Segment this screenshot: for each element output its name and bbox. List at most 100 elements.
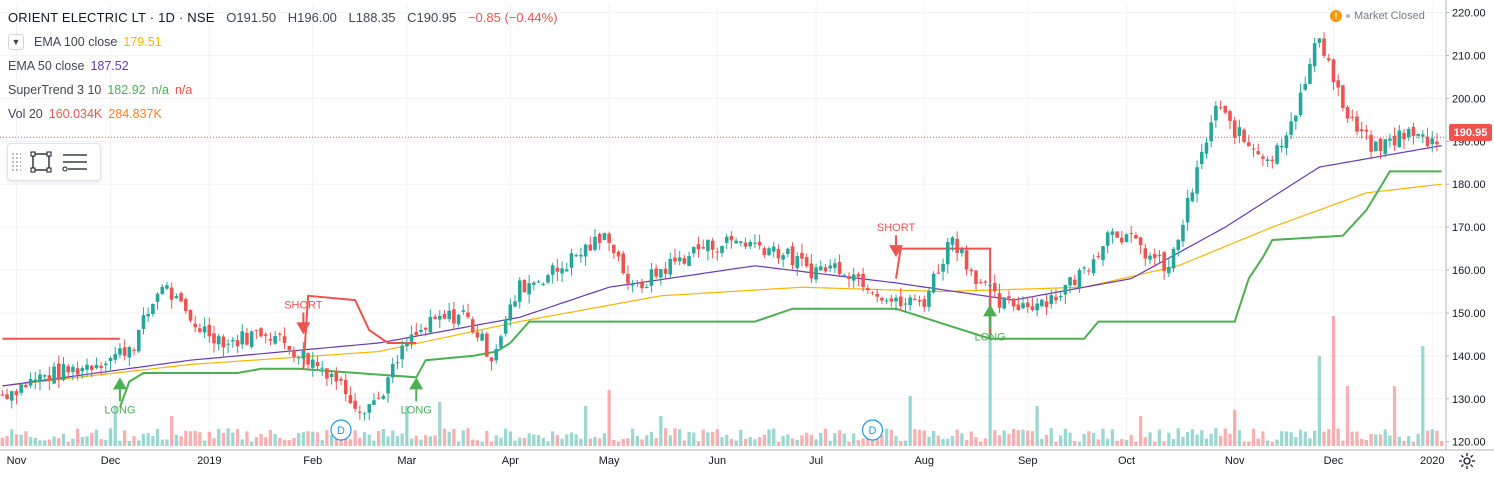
candle-body — [663, 268, 668, 274]
legend-ema50[interactable]: EMA 50 close 187.52 — [8, 54, 558, 78]
volume-bar — [988, 296, 992, 446]
volume-bar — [805, 432, 809, 446]
volume-bar — [593, 436, 597, 446]
volume-bar — [99, 438, 103, 446]
candle-body — [508, 304, 513, 321]
volume-bar — [527, 433, 531, 446]
y-tick-label: 140.00 — [1452, 351, 1486, 363]
drawing-toolbar[interactable] — [7, 143, 101, 181]
candle-body — [1120, 237, 1124, 243]
candle-body — [997, 293, 1002, 308]
supertrend-name: SuperTrend 3 10 — [8, 83, 102, 97]
candle-body — [701, 247, 705, 249]
up-arrow-icon — [409, 377, 424, 390]
volume-bar — [447, 431, 451, 446]
volume-bar — [1059, 435, 1063, 446]
y-tick-label: 160.00 — [1452, 265, 1486, 277]
volume-bar — [776, 441, 781, 446]
candle-body — [696, 244, 701, 250]
candle — [753, 234, 757, 248]
candle — [287, 345, 292, 355]
candle — [104, 361, 108, 374]
volume-bar — [884, 428, 889, 446]
candle-body — [254, 330, 259, 332]
volume-bar — [52, 436, 56, 446]
candle — [245, 328, 249, 346]
candle — [47, 366, 52, 391]
candle — [268, 332, 273, 346]
volume-bar — [90, 432, 94, 446]
drag-handle-icon[interactable] — [11, 152, 21, 172]
legend-volume[interactable]: Vol 20 160.034K 284.837K — [8, 102, 558, 126]
candle — [969, 267, 974, 277]
low-value: L188.35 — [348, 10, 396, 25]
marker-circle[interactable] — [861, 419, 884, 441]
candle-body — [395, 362, 400, 364]
candle-body — [381, 396, 386, 399]
candle-body — [169, 287, 174, 300]
candle-body — [1134, 235, 1138, 239]
candle-body — [329, 373, 334, 377]
legend-supertrend[interactable]: SuperTrend 3 10 182.92 n/a n/a — [8, 78, 558, 102]
candle-body — [1411, 126, 1416, 137]
ema50-layer — [2, 145, 1442, 387]
object-tree-icon[interactable] — [61, 148, 89, 176]
candle-body — [263, 334, 268, 336]
candle-body — [1167, 267, 1171, 274]
dividend-marker[interactable]: D — [330, 419, 352, 441]
volume-bar — [381, 429, 385, 446]
candle-body — [71, 366, 75, 372]
status-dot-icon — [1346, 14, 1350, 18]
candle — [1308, 58, 1312, 85]
volume-bar — [1355, 431, 1359, 446]
ema50-name: EMA 50 close — [8, 59, 85, 73]
volume-bar — [1096, 439, 1100, 446]
market-status[interactable]: ! Market Closed — [1330, 10, 1425, 22]
candle — [1397, 125, 1402, 148]
volume-bar — [122, 430, 127, 446]
candle — [42, 374, 47, 382]
volume-bar — [104, 439, 108, 446]
candle-body — [1435, 141, 1439, 145]
candle-body — [358, 411, 362, 413]
supertrend-down-line — [2, 247, 992, 369]
volume-bar — [974, 437, 978, 446]
dividend-marker[interactable]: D — [861, 419, 884, 441]
volume-bar — [663, 428, 668, 446]
gear-icon[interactable] — [1458, 452, 1476, 470]
volume-bar — [376, 431, 381, 446]
volume-bar — [1341, 440, 1345, 446]
candle — [80, 365, 85, 379]
candle — [1242, 128, 1246, 144]
candle — [1049, 289, 1054, 309]
candle-body — [1162, 252, 1166, 272]
volume-bar — [1143, 437, 1147, 446]
volume-bar — [268, 429, 273, 446]
marker-circle[interactable] — [330, 419, 352, 441]
candle — [216, 333, 221, 351]
candle-body — [301, 350, 306, 359]
candle — [367, 403, 372, 421]
volume-value: 160.034K — [48, 107, 103, 121]
candle — [908, 294, 912, 311]
volume-bar — [33, 437, 37, 446]
rectangle-icon[interactable] — [27, 148, 55, 176]
candle — [118, 343, 122, 359]
candle-body — [207, 324, 212, 337]
volume-bar — [348, 439, 353, 446]
candle — [249, 330, 254, 349]
candle — [1025, 296, 1030, 313]
candle-body — [240, 331, 245, 345]
candle — [461, 304, 466, 315]
candle-body — [122, 347, 127, 356]
volume-bar — [880, 435, 884, 446]
x-tick-label: Jul — [809, 455, 823, 467]
legend-ema100[interactable]: ▼ EMA 100 close 179.51 — [8, 30, 558, 54]
chevron-down-icon[interactable]: ▼ — [8, 34, 24, 50]
down-arrow-icon — [889, 245, 904, 258]
candle — [870, 291, 875, 296]
volume-bar — [729, 438, 734, 446]
candle — [1270, 155, 1275, 169]
